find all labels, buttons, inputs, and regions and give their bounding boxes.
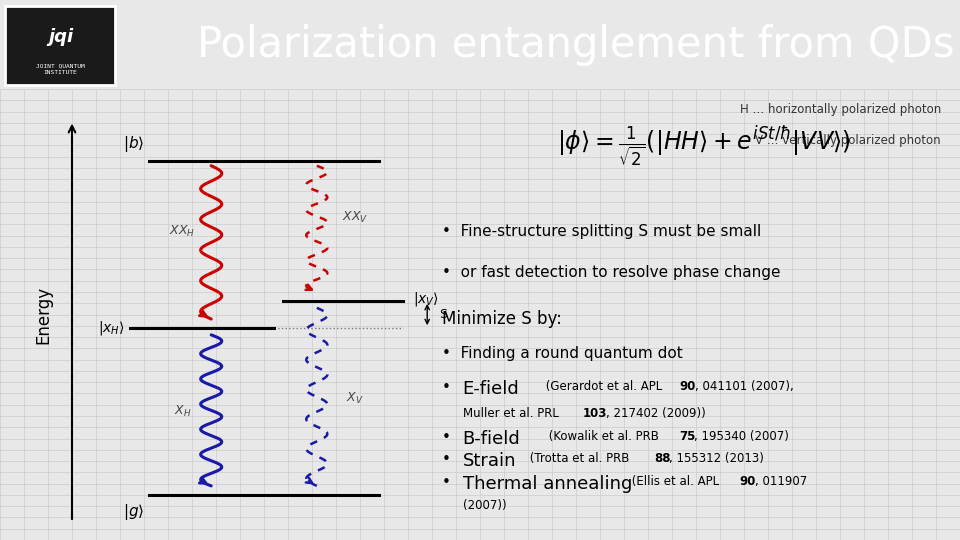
Text: •  Finding a round quantum dot: • Finding a round quantum dot bbox=[442, 346, 683, 361]
FancyBboxPatch shape bbox=[5, 6, 115, 85]
Text: , 041101 (2007),: , 041101 (2007), bbox=[695, 380, 794, 393]
Text: E-field: E-field bbox=[463, 380, 519, 398]
Text: , 011907: , 011907 bbox=[755, 475, 806, 488]
Text: (Trotta et al. PRB: (Trotta et al. PRB bbox=[526, 452, 634, 465]
Text: , 217402 (2009)): , 217402 (2009)) bbox=[606, 407, 706, 420]
Text: (Gerardot et al. APL: (Gerardot et al. APL bbox=[542, 380, 666, 393]
Text: $|x_H\rangle$: $|x_H\rangle$ bbox=[98, 319, 125, 337]
Text: •  Fine-structure splitting S must be small: • Fine-structure splitting S must be sma… bbox=[442, 225, 761, 239]
Text: $X_V$: $X_V$ bbox=[347, 390, 364, 406]
Text: 103: 103 bbox=[583, 407, 607, 420]
Text: $|\phi\rangle = \frac{1}{\sqrt{2}}(|HH\rangle + e^{iSt/\hbar}|VV\rangle)$: $|\phi\rangle = \frac{1}{\sqrt{2}}(|HH\r… bbox=[557, 125, 851, 170]
Text: $|x_V\rangle$: $|x_V\rangle$ bbox=[413, 290, 439, 308]
Text: , 155312 (2013): , 155312 (2013) bbox=[669, 452, 764, 465]
Text: •: • bbox=[442, 380, 460, 395]
Text: (Ellis et al. APL: (Ellis et al. APL bbox=[628, 475, 723, 488]
Text: $|g\rangle$: $|g\rangle$ bbox=[123, 502, 144, 522]
Text: Muller et al. PRL: Muller et al. PRL bbox=[463, 407, 563, 420]
Text: jqi: jqi bbox=[48, 29, 73, 46]
Text: , 195340 (2007): , 195340 (2007) bbox=[694, 429, 789, 442]
Text: •  or fast detection to resolve phase change: • or fast detection to resolve phase cha… bbox=[442, 265, 780, 280]
Text: B-field: B-field bbox=[463, 429, 520, 448]
Text: 88: 88 bbox=[655, 452, 671, 465]
Text: (Kowalik et al. PRB: (Kowalik et al. PRB bbox=[545, 429, 663, 442]
Text: H … horizontally polarized photon: H … horizontally polarized photon bbox=[739, 103, 941, 116]
Text: S: S bbox=[439, 308, 446, 321]
Text: Thermal annealing: Thermal annealing bbox=[463, 475, 632, 492]
Text: Polarization entanglement from QDs: Polarization entanglement from QDs bbox=[197, 24, 955, 65]
Text: 90: 90 bbox=[739, 475, 756, 488]
Text: JOINT QUANTUM
INSTITUTE: JOINT QUANTUM INSTITUTE bbox=[36, 64, 84, 75]
Text: V … vertically polarized photon: V … vertically polarized photon bbox=[756, 134, 941, 147]
Text: •: • bbox=[442, 452, 460, 467]
Text: $X_H$: $X_H$ bbox=[174, 404, 191, 419]
Text: $XX_H$: $XX_H$ bbox=[169, 224, 196, 239]
Text: (2007)): (2007)) bbox=[463, 500, 506, 512]
Text: •: • bbox=[442, 429, 460, 444]
Text: Energy: Energy bbox=[35, 286, 52, 343]
Text: Strain: Strain bbox=[463, 452, 516, 470]
Text: •: • bbox=[442, 475, 460, 490]
Text: 90: 90 bbox=[680, 380, 696, 393]
Text: $|b\rangle$: $|b\rangle$ bbox=[123, 134, 144, 154]
Text: $XX_V$: $XX_V$ bbox=[342, 210, 369, 225]
Text: 75: 75 bbox=[680, 429, 696, 442]
Text: Minimize S by:: Minimize S by: bbox=[442, 310, 562, 328]
